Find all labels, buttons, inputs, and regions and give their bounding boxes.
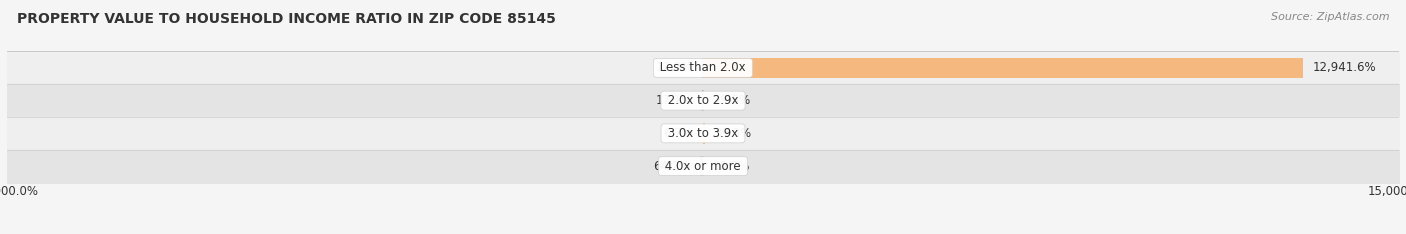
Text: 12,941.6%: 12,941.6% [1313, 61, 1376, 74]
Bar [703, 123, 704, 143]
Text: Source: ZipAtlas.com: Source: ZipAtlas.com [1271, 12, 1389, 22]
Text: 6.7%: 6.7% [664, 127, 693, 140]
Text: 3.0x to 3.9x: 3.0x to 3.9x [664, 127, 742, 140]
Bar [703, 58, 1303, 78]
Text: 39.3%: 39.3% [714, 127, 751, 140]
Bar [700, 156, 703, 176]
Text: 2.0x to 2.9x: 2.0x to 2.9x [664, 94, 742, 107]
Text: Less than 2.0x: Less than 2.0x [657, 61, 749, 74]
Text: 64.2%: 64.2% [654, 160, 690, 173]
Text: 4.0x or more: 4.0x or more [661, 160, 745, 173]
Text: 16.7%: 16.7% [713, 160, 751, 173]
Text: PROPERTY VALUE TO HOUSEHOLD INCOME RATIO IN ZIP CODE 85145: PROPERTY VALUE TO HOUSEHOLD INCOME RATIO… [17, 12, 555, 26]
Text: 12.0%: 12.0% [657, 61, 693, 74]
Text: 17.1%: 17.1% [655, 94, 693, 107]
Text: 19.5%: 19.5% [713, 94, 751, 107]
